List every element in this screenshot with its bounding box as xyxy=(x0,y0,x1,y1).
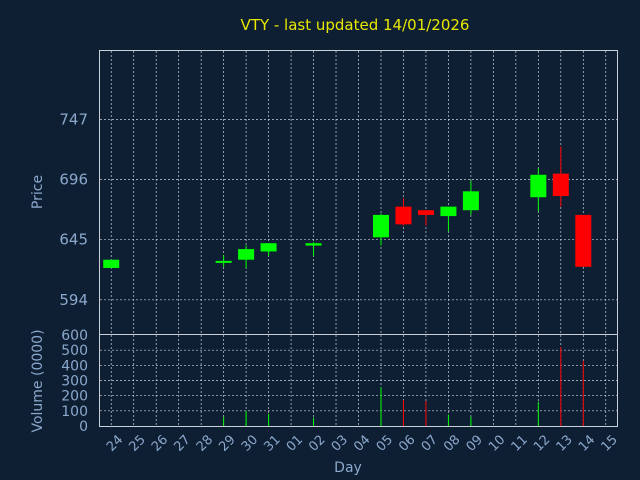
candle-08 xyxy=(440,206,457,232)
candle-29 xyxy=(215,254,232,267)
price-tick-label: 645 xyxy=(59,231,88,249)
volume-tick-label: 0 xyxy=(79,419,88,435)
x-tick-label: 12 xyxy=(531,432,553,454)
candles xyxy=(103,146,592,268)
volume-tick-label: 500 xyxy=(61,343,88,359)
x-tick-label: 26 xyxy=(149,432,171,454)
candle-body xyxy=(238,249,255,260)
candle-02 xyxy=(305,242,322,257)
candle-13 xyxy=(552,146,569,207)
price-tick-label: 696 xyxy=(59,171,88,189)
candle-body xyxy=(530,174,547,198)
candle-05 xyxy=(372,213,389,246)
candle-07 xyxy=(417,210,434,226)
candle-body xyxy=(103,259,120,268)
candle-body xyxy=(372,214,389,238)
volume-tick-label: 300 xyxy=(61,374,88,390)
x-tick-label: 13 xyxy=(554,432,576,454)
volume-tick-label: 400 xyxy=(61,358,88,374)
candle-30 xyxy=(238,245,255,268)
x-tick-label: 02 xyxy=(306,432,328,454)
x-tick-label: 27 xyxy=(171,432,193,454)
candle-12 xyxy=(530,167,547,212)
candle-body xyxy=(462,191,479,211)
candle-body xyxy=(260,243,277,252)
volume-bars xyxy=(223,347,584,426)
x-tick-label: 29 xyxy=(216,432,238,454)
price-tick-label: 594 xyxy=(59,291,88,309)
x-tick-label: 10 xyxy=(486,432,508,454)
candle-body xyxy=(552,173,569,197)
x-tick-label: 04 xyxy=(351,432,373,454)
candle-body xyxy=(395,206,412,225)
x-tick-label: 07 xyxy=(419,432,441,454)
candle-body xyxy=(575,214,592,267)
x-tick-label: 28 xyxy=(194,432,216,454)
candle-24 xyxy=(103,259,120,268)
price-tick-label: 747 xyxy=(59,110,88,128)
x-tick-label: 15 xyxy=(599,432,621,454)
candle-31 xyxy=(260,243,277,257)
x-tick-label: 01 xyxy=(284,432,306,454)
price-axis-label: Price xyxy=(30,175,46,209)
volume-tick-label: 600 xyxy=(61,328,88,344)
x-tick-label: 05 xyxy=(374,432,396,454)
volume-tick-label: 200 xyxy=(61,389,88,405)
x-tick-label: 31 xyxy=(261,432,283,454)
chart-title: VTY - last updated 14/01/2026 xyxy=(241,16,470,34)
x-tick-label: 11 xyxy=(509,432,531,454)
candle-body xyxy=(440,206,457,217)
x-tick-label: 30 xyxy=(239,432,261,454)
volume-panel-frame xyxy=(99,334,618,427)
x-tick-label: 25 xyxy=(126,432,148,454)
x-tick-label: 14 xyxy=(576,432,598,454)
x-tick-label: 03 xyxy=(329,432,351,454)
x-ticks: 24 25 26 27 28 29 30 31 01 02 03 04 05 06 07 08 09 10 11 12… xyxy=(104,432,621,454)
candle-09 xyxy=(462,180,479,215)
candle-body xyxy=(215,260,232,263)
volume-axis-label: Volume (0000) xyxy=(30,329,46,432)
x-axis-label: Day xyxy=(334,460,362,476)
x-tick-label: 09 xyxy=(464,432,486,454)
x-tick-label: 24 xyxy=(104,432,126,454)
candle-body xyxy=(305,243,322,246)
volume-tick-label: 100 xyxy=(61,404,88,420)
candle-14 xyxy=(575,214,592,267)
x-tick-label: 08 xyxy=(441,432,463,454)
candle-body xyxy=(417,210,434,215)
candle-06 xyxy=(395,198,412,226)
x-tick-label: 06 xyxy=(396,432,418,454)
volume-grid xyxy=(100,335,617,426)
price-y-ticks: 594 645 696 747 xyxy=(59,110,88,308)
